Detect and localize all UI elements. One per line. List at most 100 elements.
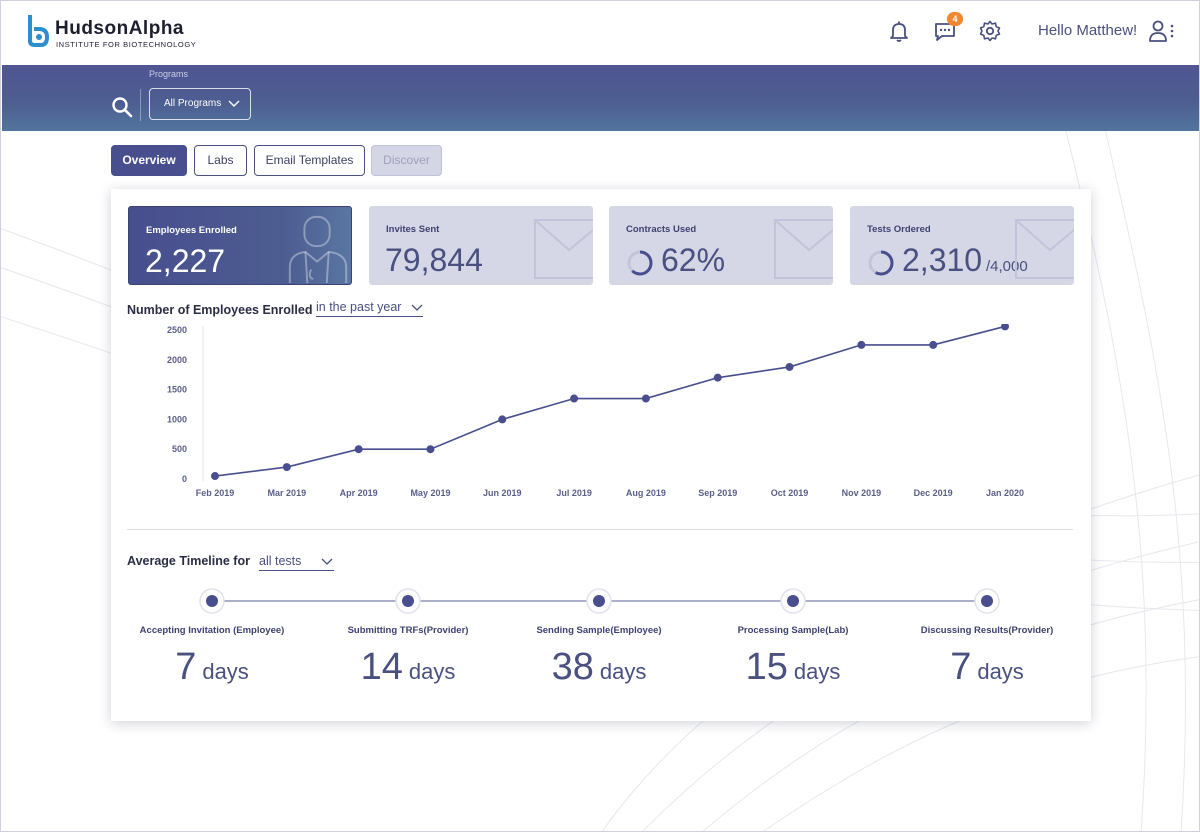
timeline-stage-processing-sample: Processing Sample(Lab) 15 days (693, 625, 893, 686)
program-filter-banner: Programs All Programs (2, 65, 1199, 131)
user-greeting: Hello Matthew! (1038, 22, 1138, 39)
data-point (570, 394, 579, 403)
y-tick-label: 2000 (167, 355, 187, 365)
tests-filter-value: all tests (259, 554, 302, 568)
x-tick-label: May 2019 (410, 488, 450, 498)
timeline-stage-sending-sample: Sending Sample(Employee) 38 days (499, 625, 699, 686)
data-point (354, 445, 363, 454)
stage-label: Processing Sample(Lab) (737, 625, 849, 636)
stage-label: Accepting Invitation (Employee) (139, 625, 285, 636)
x-tick-label: Jan 2020 (986, 488, 1024, 498)
enrolled-chart-title: Number of Employees Enrolled (127, 303, 313, 317)
stat-tests-ordered[interactable]: Tests Ordered 2,310 /4,000 (850, 206, 1074, 285)
stage-label: Discussing Results(Provider) (920, 625, 1054, 636)
stat-label: Contracts Used (626, 224, 697, 235)
timeline-stage-accepting-invitation: Accepting Invitation (Employee) 7 days (112, 625, 312, 686)
stat-contracts-used[interactable]: Contracts Used 62% (609, 206, 833, 285)
progress-ring (868, 250, 894, 276)
timeline-stage-submitting-trfs: Submitting TRFs(Provider) 14 days (308, 625, 508, 686)
y-tick-label: 1000 (167, 414, 187, 424)
timeline-node (974, 588, 1000, 614)
tab-labs[interactable]: Labs (194, 145, 247, 176)
stat-label: Invites Sent (386, 224, 440, 235)
chevron-down-icon (321, 558, 333, 565)
stage-label: Submitting TRFs(Provider) (347, 625, 469, 636)
timeline-stage-discussing-results: Discussing Results(Provider) 7 days (887, 625, 1087, 686)
top-header: HudsonAlpha INSTITUTE FOR BIOTECHNOLOGY … (1, 1, 1199, 65)
stat-label: Employees Enrolled (146, 225, 237, 236)
data-point (498, 415, 507, 424)
stat-invites-sent[interactable]: Invites Sent 79,844 (369, 206, 593, 285)
period-dropdown[interactable]: in the past year (316, 300, 423, 317)
timeline-title: Average Timeline for (127, 554, 250, 568)
data-point (713, 373, 722, 382)
data-point (641, 394, 650, 403)
timeline-track (199, 588, 1000, 614)
x-tick-label: Nov 2019 (842, 488, 882, 498)
x-tick-label: Dec 2019 (914, 488, 953, 498)
stat-value: 62% (661, 242, 726, 278)
tab-overview[interactable]: Overview (111, 145, 187, 176)
messages-badge: 4 (947, 12, 963, 26)
data-point (785, 362, 794, 371)
y-tick-label: 1500 (167, 385, 187, 395)
data-point (929, 340, 938, 349)
x-tick-label: Jun 2019 (483, 488, 522, 498)
tests-filter-dropdown[interactable]: all tests (259, 554, 334, 571)
timeline-node (780, 588, 806, 614)
stage-unit: days (408, 659, 456, 684)
envelope-icon (534, 219, 593, 279)
timeline-node (199, 588, 225, 614)
timeline-node (395, 588, 421, 614)
x-tick-label: Apr 2019 (340, 488, 378, 498)
data-point (857, 340, 866, 349)
timeline-node (586, 588, 612, 614)
stat-value: 2,227 (145, 243, 226, 279)
x-tick-label: Feb 2019 (196, 488, 235, 498)
gear-icon[interactable] (978, 19, 1002, 43)
y-tick-label: 2500 (167, 325, 187, 335)
chevron-down-icon (228, 100, 240, 107)
envelope-icon (774, 219, 833, 279)
stage-unit: days (977, 659, 1024, 684)
logo-mark-icon (28, 15, 49, 47)
programs-selected-value: All Programs (164, 98, 222, 109)
logo-subtitle: INSTITUTE FOR BIOTECHNOLOGY (56, 40, 197, 49)
data-point (1001, 324, 1009, 331)
brand-logo[interactable]: HudsonAlpha INSTITUTE FOR BIOTECHNOLOGY (27, 13, 217, 53)
y-tick-label: 500 (172, 444, 187, 454)
tab-email-templates[interactable]: Email Templates (254, 145, 365, 176)
x-tick-label: Mar 2019 (268, 488, 307, 498)
bell-icon[interactable] (887, 19, 911, 43)
stat-value: 79,844 (385, 242, 483, 278)
data-point (282, 463, 291, 472)
progress-ring (627, 250, 653, 276)
stage-days-value: 7 (175, 646, 197, 688)
stage-days-value: 14 (360, 646, 403, 688)
stat-employees-enrolled[interactable]: Employees Enrolled 2,227 (128, 206, 352, 285)
programs-select[interactable]: All Programs (149, 88, 251, 120)
data-point (211, 472, 219, 481)
series-line (214, 325, 1006, 477)
stat-suffix: /4,000 (986, 258, 1028, 275)
stage-label: Sending Sample(Employee) (536, 625, 662, 636)
data-point (426, 445, 435, 454)
chat-icon[interactable] (933, 19, 957, 43)
doctor-icon (288, 215, 348, 283)
stat-value: 2,310 (902, 242, 983, 278)
stage-days-value: 7 (950, 646, 972, 688)
x-tick-label: Aug 2019 (626, 488, 666, 498)
stat-label: Tests Ordered (867, 224, 931, 235)
section-divider (127, 529, 1073, 530)
period-dropdown-value: in the past year (316, 300, 402, 314)
enrolled-line-chart: 0 500 1000 1500 2000 2500 Feb 2019 Mar 2019 Apr … (167, 324, 1024, 498)
overview-card: Employees Enrolled 2,227 Invites Sent 79… (111, 189, 1091, 721)
search-icon[interactable] (110, 95, 134, 119)
stage-days-value: 38 (551, 646, 594, 688)
stage-unit: days (793, 659, 841, 684)
user-icon[interactable] (1148, 19, 1176, 43)
programs-label: Programs (149, 69, 189, 79)
logo-name: HudsonAlpha (55, 18, 184, 39)
tab-discover[interactable]: Discover (371, 145, 442, 176)
